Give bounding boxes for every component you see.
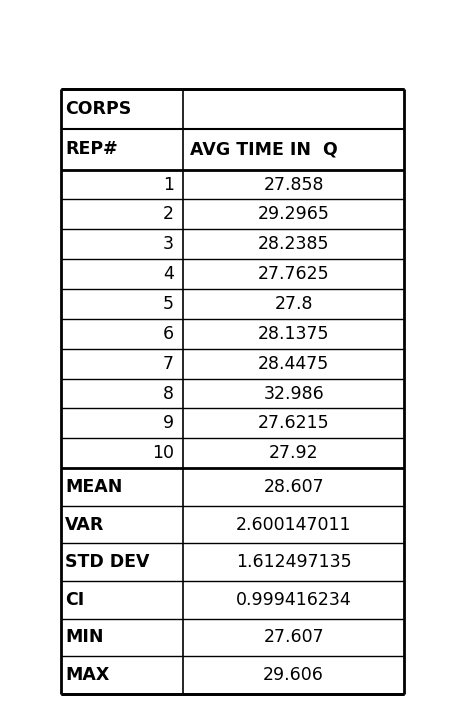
Text: 2.600147011: 2.600147011 <box>236 516 351 533</box>
Text: 32.986: 32.986 <box>263 385 324 403</box>
Text: 27.7625: 27.7625 <box>258 265 330 283</box>
Text: CORPS: CORPS <box>65 100 132 118</box>
Text: 1: 1 <box>163 176 174 194</box>
Text: STD DEV: STD DEV <box>65 553 150 572</box>
Text: 29.2965: 29.2965 <box>258 205 330 223</box>
Text: 28.2385: 28.2385 <box>258 236 330 253</box>
Text: 9: 9 <box>163 414 174 432</box>
Text: 27.607: 27.607 <box>263 628 324 646</box>
Text: 27.6215: 27.6215 <box>258 414 330 432</box>
Text: 27.8: 27.8 <box>274 295 313 313</box>
Text: 7: 7 <box>163 355 174 373</box>
Text: AVG TIME IN  Q: AVG TIME IN Q <box>190 141 338 159</box>
Text: 10: 10 <box>152 444 174 462</box>
Text: 1.612497135: 1.612497135 <box>236 553 351 572</box>
Text: 27.92: 27.92 <box>269 444 318 462</box>
Text: CI: CI <box>65 591 84 609</box>
Text: 3: 3 <box>163 236 174 253</box>
Text: 5: 5 <box>163 295 174 313</box>
Text: 4: 4 <box>163 265 174 283</box>
Text: 0.999416234: 0.999416234 <box>236 591 351 609</box>
Text: 29.606: 29.606 <box>263 666 324 684</box>
Text: 6: 6 <box>163 325 174 342</box>
Text: REP#: REP# <box>65 141 118 159</box>
Text: 27.858: 27.858 <box>263 176 324 194</box>
Text: MIN: MIN <box>65 628 104 646</box>
Text: MEAN: MEAN <box>65 478 123 496</box>
Text: 28.1375: 28.1375 <box>258 325 330 342</box>
Text: VAR: VAR <box>65 516 104 533</box>
Text: 8: 8 <box>163 385 174 403</box>
Text: MAX: MAX <box>65 666 109 684</box>
Text: 28.607: 28.607 <box>263 478 324 496</box>
Text: 2: 2 <box>163 205 174 223</box>
Text: 28.4475: 28.4475 <box>258 355 329 373</box>
